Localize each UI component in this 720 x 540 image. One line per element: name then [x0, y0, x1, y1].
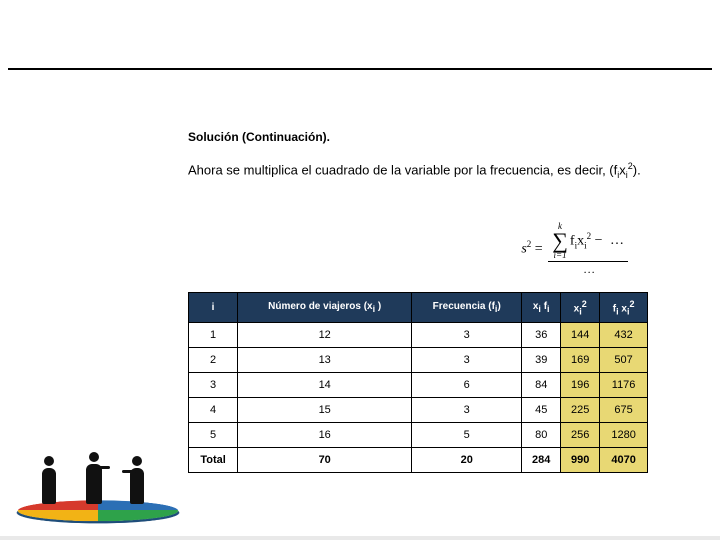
- table-cell: 256: [561, 423, 600, 448]
- table-cell: 13: [238, 348, 412, 373]
- top-divider: [8, 68, 712, 70]
- table-cell: 15: [238, 398, 412, 423]
- table-cell: 1176: [600, 373, 648, 398]
- formula-denom-dots: …: [579, 262, 597, 275]
- table-cell: 14: [238, 373, 412, 398]
- table-header: i: [189, 292, 238, 323]
- table-header: Número de viajeros (xi ): [238, 292, 412, 323]
- table-cell: 3: [412, 348, 522, 373]
- table-total-cell: 4070: [600, 448, 648, 473]
- table-row: 415345225675: [189, 398, 648, 423]
- person-icon: [86, 452, 102, 504]
- table-row: 213339169507: [189, 348, 648, 373]
- frequency-table: iNúmero de viajeros (xi )Frecuencia (fi)…: [188, 292, 648, 474]
- table-total-label: Total: [189, 448, 238, 473]
- table-cell: 3: [189, 373, 238, 398]
- table-cell: 36: [522, 323, 561, 348]
- table-header: Frecuencia (fi): [412, 292, 522, 323]
- table-cell: 2: [189, 348, 238, 373]
- table-cell: 169: [561, 348, 600, 373]
- sigma-icon: k ∑ i=1: [552, 222, 568, 260]
- formula-lhs: s2 =: [521, 239, 546, 258]
- table-total-cell: 70: [238, 448, 412, 473]
- variance-formula: s2 = k ∑ i=1 fixi2 − … …: [521, 222, 630, 275]
- table-cell: 1: [189, 323, 238, 348]
- table-row: 112336144432: [189, 323, 648, 348]
- person-icon: [130, 456, 144, 504]
- table-cell: 144: [561, 323, 600, 348]
- table-cell: 5: [189, 423, 238, 448]
- main-content: Solución (Continuación). Ahora se multip…: [188, 130, 690, 473]
- table-cell: 45: [522, 398, 561, 423]
- formula-term: fixi2: [570, 232, 591, 250]
- formula-num-dots: …: [606, 234, 626, 248]
- table-cell: 3: [412, 323, 522, 348]
- table-total-row: Total70202849904070: [189, 448, 648, 473]
- table-header: xi2: [561, 292, 600, 323]
- table-cell: 16: [238, 423, 412, 448]
- table-cell: 225: [561, 398, 600, 423]
- table-cell: 196: [561, 373, 600, 398]
- table-total-cell: 20: [412, 448, 522, 473]
- decorative-chart-icon: [8, 382, 188, 532]
- table-cell: 3: [412, 398, 522, 423]
- table-cell: 432: [600, 323, 648, 348]
- person-icon: [42, 456, 56, 504]
- formula-fraction: k ∑ i=1 fixi2 − … …: [548, 222, 628, 275]
- table-cell: 12: [238, 323, 412, 348]
- body-text: Ahora se multiplica el cuadrado de la va…: [188, 160, 690, 182]
- table-row: 5165802561280: [189, 423, 648, 448]
- table-cell: 507: [600, 348, 648, 373]
- bottom-divider: [0, 536, 720, 540]
- table-total-cell: 284: [522, 448, 561, 473]
- table-cell: 80: [522, 423, 561, 448]
- table-cell: 39: [522, 348, 561, 373]
- table-total-cell: 990: [561, 448, 600, 473]
- table-cell: 675: [600, 398, 648, 423]
- table-cell: 4: [189, 398, 238, 423]
- section-title: Solución (Continuación).: [188, 130, 690, 144]
- table-cell: 6: [412, 373, 522, 398]
- table-cell: 84: [522, 373, 561, 398]
- table-header: fi xi2: [600, 292, 648, 323]
- table-cell: 5: [412, 423, 522, 448]
- table-row: 3146841961176: [189, 373, 648, 398]
- table-header: xi fi: [522, 292, 561, 323]
- table-cell: 1280: [600, 423, 648, 448]
